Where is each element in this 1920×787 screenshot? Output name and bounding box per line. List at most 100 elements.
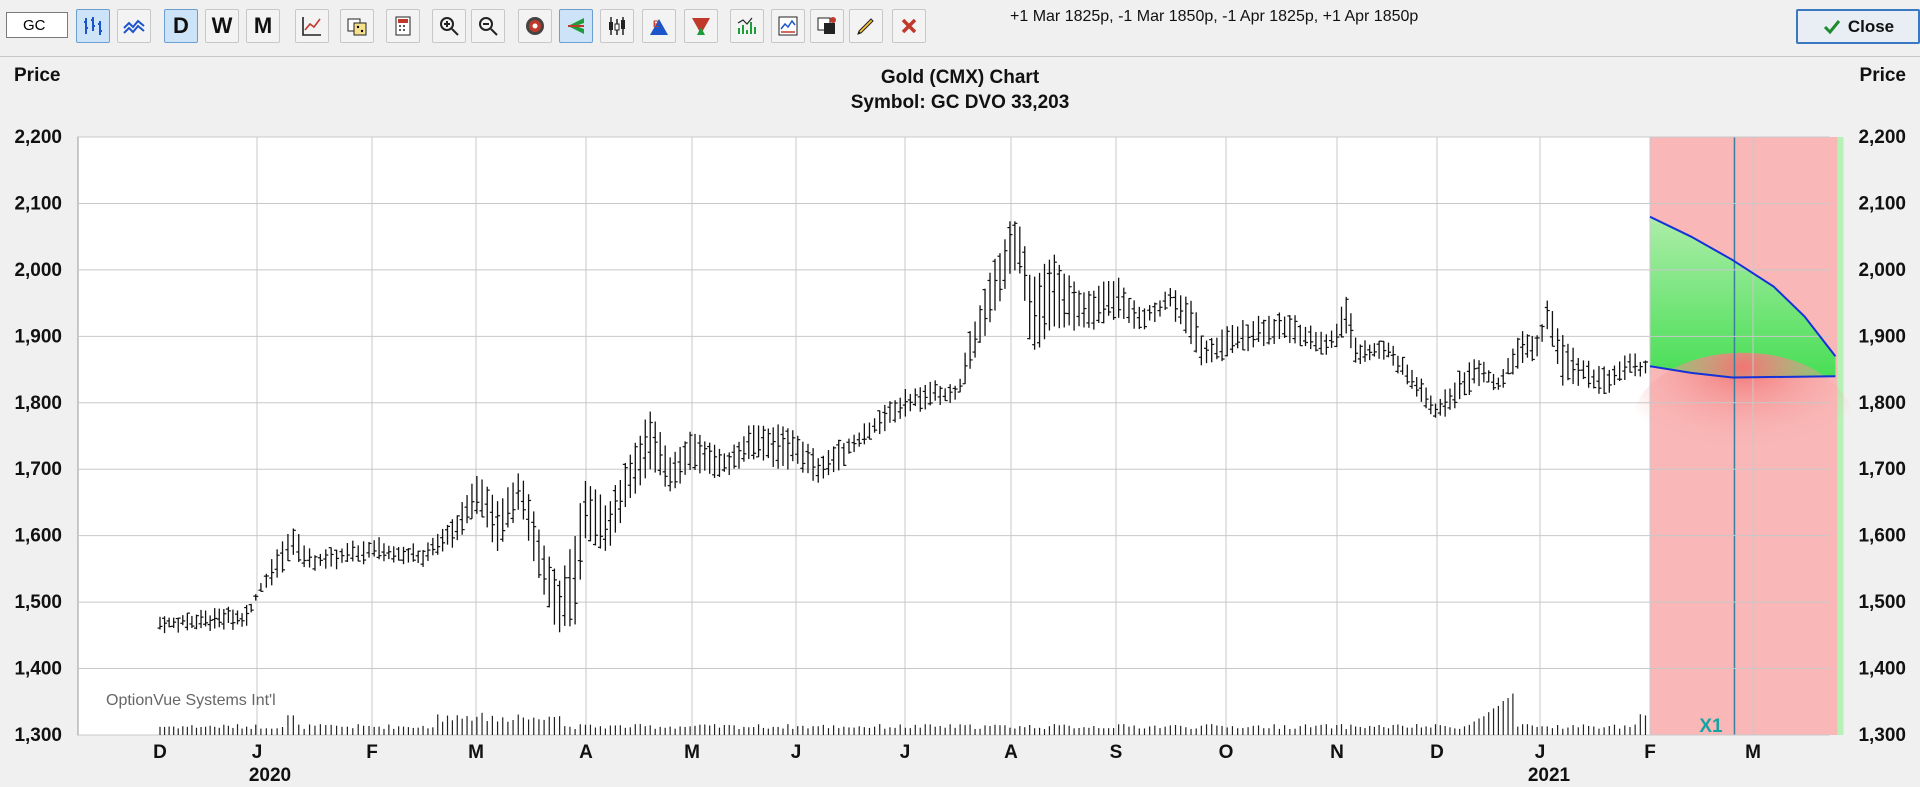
zoom-out-button[interactable] xyxy=(471,9,505,43)
left-y-tick-label: 1,500 xyxy=(14,592,62,613)
weekly-label: W xyxy=(211,13,233,38)
trade-description: +1 Mar 1825p, -1 Mar 1850p, -1 Apr 1825p… xyxy=(1010,8,1419,25)
zoom-out-icon xyxy=(479,17,498,36)
left-y-tick-label: 1,700 xyxy=(14,459,62,480)
right-axis-label: Price xyxy=(1860,65,1906,86)
year-tick-label: 2020 xyxy=(249,765,291,786)
indicator-icon xyxy=(778,16,798,36)
month-tick-label: F xyxy=(366,742,378,763)
candlestick-icon xyxy=(609,17,625,35)
close-button[interactable]: Close xyxy=(1796,9,1920,44)
dividend-button[interactable] xyxy=(684,9,718,43)
pencil-button[interactable] xyxy=(849,9,883,43)
dividend-icon xyxy=(692,18,710,35)
month-tick-label: M xyxy=(468,742,484,763)
right-y-tick-label: 1,300 xyxy=(1858,725,1906,746)
earnings-icon: E xyxy=(650,19,668,35)
calculator-button[interactable] xyxy=(386,9,420,43)
right-y-tick-label: 1,900 xyxy=(1858,326,1906,347)
month-tick-label: M xyxy=(684,742,700,763)
left-y-tick-label: 2,200 xyxy=(14,127,62,148)
earnings-button[interactable]: E xyxy=(642,9,676,43)
projection-region xyxy=(1632,137,1853,735)
symbol-input[interactable] xyxy=(6,12,68,38)
month-tick-label: J xyxy=(1535,742,1546,763)
right-y-tick-label: 1,800 xyxy=(1858,393,1906,414)
svg-text:E: E xyxy=(653,19,659,29)
candlestick-button[interactable] xyxy=(600,9,634,43)
target-button[interactable] xyxy=(518,9,552,43)
month-tick-label: O xyxy=(1219,742,1234,763)
color-icon xyxy=(817,17,836,34)
monthly-label: M xyxy=(253,13,273,38)
left-axis-label: Price xyxy=(14,65,60,86)
month-tick-label: M xyxy=(1745,742,1761,763)
arrow-left-button[interactable] xyxy=(559,9,593,43)
watermark: OptionVue Systems Int'l xyxy=(106,692,276,709)
target-icon xyxy=(526,17,544,35)
right-y-tick-label: 2,100 xyxy=(1858,193,1906,214)
plot-background xyxy=(77,136,1830,736)
zoom-in-button[interactable] xyxy=(432,9,466,43)
left-y-tick-label: 1,300 xyxy=(14,725,62,746)
lower-projection-curve xyxy=(1649,365,1836,379)
arrow-left-icon xyxy=(568,18,584,34)
marker-label: X1 xyxy=(1699,716,1723,737)
study-button[interactable] xyxy=(295,9,329,43)
chart-area: 1,300 1,300 1,400 1,400 1,500 1,500 1,600 1,600… xyxy=(0,56,1920,787)
axis-ticks: 1,300 1,300 1,400 1,400 1,500 1,500 1,600 1,600… xyxy=(14,127,1906,786)
right-y-tick-label: 1,700 xyxy=(1858,459,1906,480)
chart-subtitle: Symbol: GC DVO 33,203 xyxy=(851,92,1070,113)
right-y-tick-label: 1,400 xyxy=(1858,659,1906,680)
month-tick-label: F xyxy=(1644,742,1656,763)
month-tick-label: D xyxy=(153,742,167,763)
left-y-tick-label: 1,800 xyxy=(14,393,62,414)
calculator-icon xyxy=(395,16,411,36)
upper-projection-curve xyxy=(1649,215,1837,357)
right-y-tick-label: 2,200 xyxy=(1858,127,1906,148)
month-tick-label: A xyxy=(579,742,593,763)
month-tick-label: J xyxy=(252,742,263,763)
volume-bars xyxy=(159,693,1647,735)
daily-label: D xyxy=(173,13,189,38)
delete-icon xyxy=(901,18,917,34)
right-y-tick-label: 1,500 xyxy=(1858,592,1906,613)
chart-title: Gold (CMX) Chart xyxy=(881,67,1040,88)
line-chart-button[interactable] xyxy=(117,9,151,43)
delete-button[interactable] xyxy=(892,9,926,43)
study-icon xyxy=(302,17,321,36)
month-tick-label: N xyxy=(1330,742,1344,763)
monthly-button[interactable]: M xyxy=(246,9,280,43)
volume-icon xyxy=(737,17,756,34)
left-y-tick-label: 2,000 xyxy=(14,260,62,281)
left-y-tick-label: 1,400 xyxy=(14,659,62,680)
close-label: Close xyxy=(1847,16,1895,36)
loss-core xyxy=(1632,352,1853,493)
daily-button[interactable]: D xyxy=(164,9,198,43)
left-y-tick-label: 2,100 xyxy=(14,193,62,214)
right-y-tick-label: 1,600 xyxy=(1858,526,1906,547)
left-y-tick-label: 1,900 xyxy=(14,326,62,347)
month-tick-label: A xyxy=(1004,742,1018,763)
price-bars xyxy=(157,221,1648,634)
dice-button[interactable] xyxy=(340,9,374,43)
line-chart-icon xyxy=(123,19,145,34)
month-tick-label: J xyxy=(791,742,802,763)
profit-zone xyxy=(1650,216,1836,378)
bar-chart-button[interactable] xyxy=(76,9,110,43)
month-tick-label: J xyxy=(900,742,911,763)
weekly-button[interactable]: W xyxy=(205,9,239,43)
month-tick-label: S xyxy=(1110,742,1123,763)
indicator-button[interactable] xyxy=(771,9,805,43)
bar-chart-icon xyxy=(84,17,102,35)
zoom-in-icon xyxy=(440,17,459,36)
volume-button[interactable] xyxy=(730,9,764,43)
price-chart[interactable]: 1,300 1,300 1,400 1,400 1,500 1,500 1,600 1,600… xyxy=(0,57,1920,787)
toolbar: D W M E +1 Mar 1825p, -1 Mar xyxy=(0,0,1920,54)
checkmark-icon xyxy=(1823,19,1841,34)
year-tick-label: 2021 xyxy=(1528,765,1571,786)
month-tick-label: D xyxy=(1430,742,1444,763)
dice-icon xyxy=(347,18,367,36)
pencil-icon xyxy=(857,18,874,35)
color-button[interactable] xyxy=(810,9,844,43)
